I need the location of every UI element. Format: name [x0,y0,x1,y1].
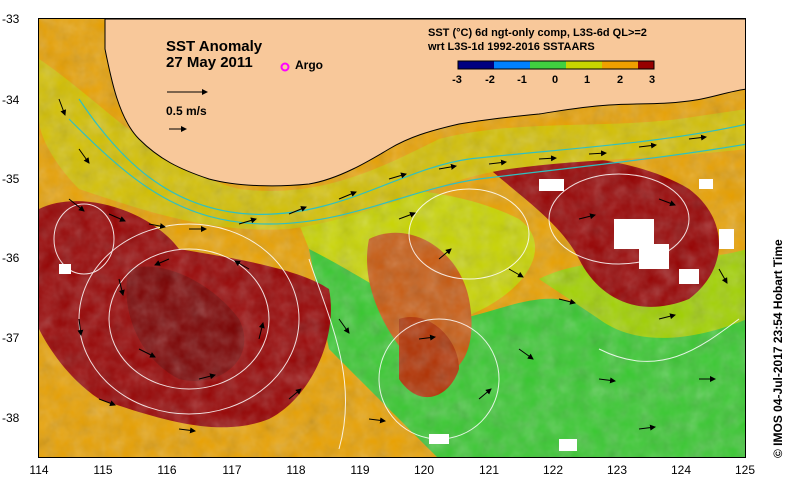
colorbar-tick: -1 [517,74,527,86]
x-tick-label: 124 [670,463,692,477]
colorbar-tick: 1 [583,74,591,86]
x-tick-label: 117 [222,463,242,477]
sst-description-line1: SST (°C) 6d ngt-only comp, L3S-6d QL>=2 [428,27,647,39]
colorbar-tick: 2 [616,74,624,86]
x-tick-label: 121 [478,463,500,477]
argo-legend-label: Argo [295,58,323,72]
colorbar-tick: -3 [452,74,462,86]
x-tick-label: 120 [413,463,435,477]
x-tick-label: 114 [29,463,49,477]
colorbar-tick: 3 [648,74,656,86]
colorbar-tick: -2 [485,74,495,86]
y-tick-label: -38 [2,411,20,425]
imos-credit: © IMOS 04-Jul-2017 23:54 Hobart Time [771,239,785,458]
colorbar-tick: 0 [551,74,559,86]
y-tick-label: -34 [2,93,20,107]
x-tick-label: 116 [157,463,177,477]
sst-description-line2: wrt L3S-1d 1992-2016 SSTAARS [428,41,595,53]
map-title: SST Anomaly [166,38,263,55]
y-tick-label: -33 [2,12,20,26]
y-tick-label: -35 [2,172,20,186]
y-tick-label: -37 [2,331,20,345]
colorbar [457,60,655,70]
argo-float-marker [280,62,290,72]
x-tick-label: 123 [606,463,628,477]
x-tick-label: 118 [286,463,306,477]
x-tick-label: 122 [542,463,564,477]
x-tick-label: 115 [93,463,113,477]
velocity-arrows [58,98,728,434]
y-tick-label: -36 [2,251,20,265]
x-tick-label: 125 [734,463,756,477]
sst-anomaly-map [39,19,745,457]
velocity-scale-label: 0.5 m/s [166,104,207,118]
current-contours [68,98,745,225]
x-tick-label: 119 [350,463,370,477]
map-date: 27 May 2011 [166,54,253,71]
geostrophic-streamlines [53,173,740,450]
map-frame [38,18,746,458]
missing-data-patches [59,179,734,451]
